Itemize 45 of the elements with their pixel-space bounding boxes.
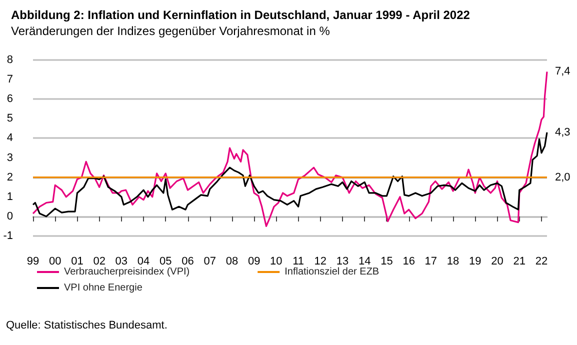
y-tick-label: 8 [6,54,13,66]
y-tick-label: 7 [6,74,13,86]
data-label: 4,3 [555,126,570,138]
x-tick-label: 18 [446,256,460,268]
x-tick-label: 03 [115,256,128,268]
x-tick-label: 13 [336,256,349,268]
y-tick-label: 6 [6,93,13,106]
x-tick-label: 22 [535,256,548,268]
x-tick-label: 06 [182,256,194,268]
x-tick-label: 12 [314,256,327,268]
y-tick-label: 5 [6,112,13,125]
x-tick-label: 11 [292,256,304,268]
y-tick-label: 2 [6,171,13,184]
x-tick-label: 10 [270,256,282,268]
y-tick-label: 1 [6,190,13,203]
x-tick-label: 05 [160,256,172,268]
chart-title: Abbildung 2: Inflation und Kerninflation in Deutschland, Januar 1999 - April 2022 [11,8,470,22]
x-tick-label: 21 [513,256,526,268]
x-tick-label: 99 [26,256,40,268]
x-tick-label: 01 [71,256,84,268]
source-note: Quelle: Statistisches Bundesamt. [6,320,168,332]
x-tick-label: 15 [380,256,393,268]
y-tick-label: -1 [3,230,13,242]
legend-label: Verbraucherpreisindex (VPI) [64,266,190,278]
line-series [32,70,548,228]
x-tick-label: 09 [248,256,260,268]
x-tick-label: 17 [424,256,438,268]
y-tick-label: 0 [6,210,13,222]
x-tick-label: 19 [469,256,482,268]
chart-subtitle: Veränderungen der Indizes gegenüber Vorjahresmonat in % [11,24,330,38]
legend-label: Inflationsziel der EZB [284,266,380,278]
legend-label: VPI ohne Energie [64,282,143,294]
x-tick-label: 16 [402,256,415,268]
x-tick-label: 14 [358,256,371,268]
x-tick-label: 20 [491,256,504,268]
x-tick-label: 08 [226,256,238,268]
x-tick-label: 02 [93,256,106,268]
x-tick-label: 07 [204,256,216,268]
x-tick-label: 04 [137,256,150,268]
x-tick-label: 00 [48,256,62,268]
data-label: 7,4 [555,66,570,78]
data-label: 2,0 [555,171,570,184]
line-series [32,132,548,218]
y-tick-label: 4 [6,132,13,144]
y-tick-label: 3 [6,152,13,164]
